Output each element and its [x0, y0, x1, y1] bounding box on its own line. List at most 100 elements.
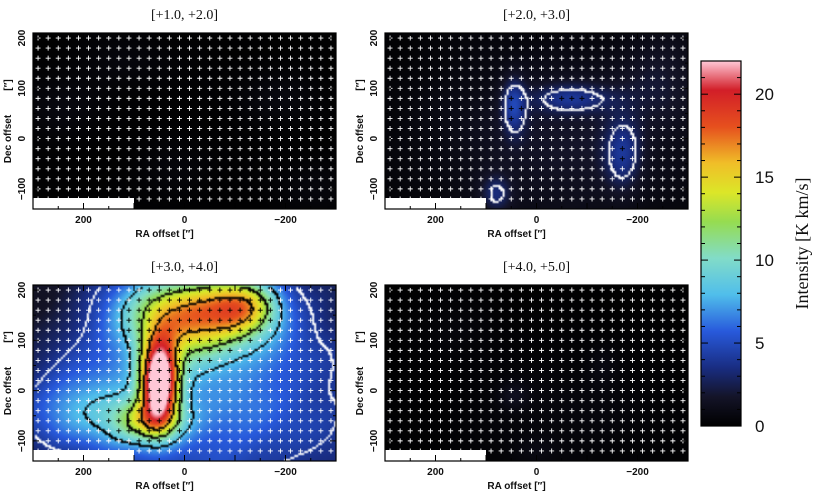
grid-marker	[136, 347, 142, 353]
grid-marker	[136, 357, 142, 363]
grid-marker	[488, 307, 494, 313]
grid-marker	[65, 75, 71, 81]
grid-marker	[156, 126, 162, 132]
grid-marker	[458, 378, 464, 384]
grid-marker	[407, 115, 413, 121]
grid-marker	[539, 105, 545, 111]
grid-marker	[589, 176, 595, 182]
grid-marker	[417, 45, 423, 51]
grid-marker	[478, 85, 484, 91]
grid-marker	[629, 176, 635, 182]
grid-marker	[549, 287, 555, 293]
y-axis-unit: [″]	[3, 79, 14, 90]
x-tick-label: 200	[427, 467, 444, 478]
grid-marker	[267, 85, 273, 91]
grid-marker	[629, 428, 635, 434]
grid-marker	[106, 186, 112, 192]
grid-marker	[126, 75, 132, 81]
grid-marker	[318, 55, 324, 61]
y-tick-label: 0	[17, 135, 28, 141]
grid-marker	[559, 388, 565, 394]
grid-marker	[650, 146, 656, 152]
grid-marker	[448, 408, 454, 414]
grid-marker	[237, 55, 243, 61]
grid-marker	[387, 347, 393, 353]
grid-marker	[508, 85, 514, 91]
grid-marker	[488, 448, 494, 454]
grid-marker	[237, 307, 243, 313]
grid-marker	[650, 438, 656, 444]
grid-marker	[488, 388, 494, 394]
grid-marker	[397, 388, 403, 394]
grid-marker	[468, 45, 474, 51]
grid-marker	[267, 357, 273, 363]
grid-marker	[146, 398, 152, 404]
grid-marker	[136, 317, 142, 323]
grid-marker	[417, 126, 423, 132]
grid-markers	[35, 287, 334, 454]
grid-marker	[458, 337, 464, 343]
grid-marker	[508, 287, 514, 293]
grid-marker	[397, 95, 403, 101]
grid-marker	[146, 337, 152, 343]
grid-marker	[549, 126, 555, 132]
grid-marker	[438, 136, 444, 142]
grid-marker	[227, 307, 233, 313]
grid-marker	[45, 307, 51, 313]
grid-marker	[660, 428, 666, 434]
grid-marker	[257, 337, 263, 343]
grid-marker	[65, 126, 71, 132]
grid-marker	[187, 357, 193, 363]
grid-marker	[227, 65, 233, 71]
grid-marker	[579, 307, 585, 313]
grid-marker	[407, 367, 413, 373]
grid-marker	[448, 428, 454, 434]
grid-marker	[417, 408, 423, 414]
grid-marker	[559, 115, 565, 121]
grid-marker	[267, 317, 273, 323]
grid-marker	[559, 287, 565, 293]
grid-marker	[518, 166, 524, 172]
grid-marker	[227, 297, 233, 303]
grid-marker	[559, 156, 565, 162]
grid-marker	[488, 115, 494, 121]
grid-marker	[539, 398, 545, 404]
grid-marker	[288, 408, 294, 414]
grid-marker	[438, 357, 444, 363]
grid-marker	[589, 136, 595, 142]
grid-marker	[650, 166, 656, 172]
grid-marker	[126, 297, 132, 303]
grid-marker	[407, 35, 413, 41]
grid-marker	[96, 357, 102, 363]
grid-marker	[549, 146, 555, 152]
grid-marker	[559, 85, 565, 91]
grid-marker	[518, 156, 524, 162]
grid-marker	[448, 115, 454, 121]
grid-marker	[96, 166, 102, 172]
grid-marker	[417, 297, 423, 303]
grid-marker	[136, 378, 142, 384]
grid-marker	[660, 418, 666, 424]
grid-marker	[257, 388, 263, 394]
grid-marker	[640, 378, 646, 384]
grid-marker	[126, 287, 132, 293]
grid-marker	[277, 196, 283, 202]
x-axis-label: RA offset [″]	[135, 229, 193, 240]
grid-marker	[539, 317, 545, 323]
grid-marker	[55, 347, 61, 353]
grid-marker	[680, 378, 686, 384]
grid-marker	[670, 297, 676, 303]
grid-marker	[650, 418, 656, 424]
grid-marker	[589, 398, 595, 404]
grid-marker	[207, 378, 213, 384]
grid-marker	[96, 136, 102, 142]
grid-marker	[579, 85, 585, 91]
grid-marker	[569, 327, 575, 333]
grid-marker	[106, 327, 112, 333]
grid-marker	[599, 196, 605, 202]
grid-marker	[257, 327, 263, 333]
grid-marker	[599, 347, 605, 353]
grid-marker	[650, 307, 656, 313]
grid-marker	[45, 297, 51, 303]
grid-marker	[237, 65, 243, 71]
